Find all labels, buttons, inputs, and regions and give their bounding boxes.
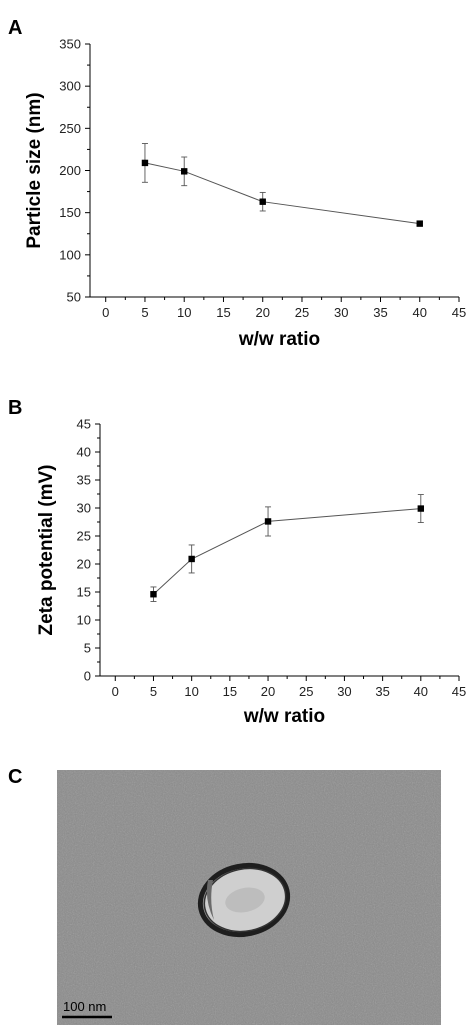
particle-rim [197,863,291,937]
data-point [150,591,157,598]
x-tick-label: 10 [177,305,191,320]
y-tick-label: 0 [84,669,91,684]
y-tick-label: 30 [77,501,91,516]
data-point [141,159,149,167]
series-line [144,162,420,225]
x-tick-label: 25 [295,305,309,320]
x-tick-label: 15 [216,305,230,320]
x-tick-label: 45 [452,305,466,320]
y-tick-label: 5 [84,641,91,656]
y-tick-label: 35 [77,473,91,488]
y-tick-label: 350 [59,37,81,52]
y-tick-label: 40 [77,445,91,460]
tem-micrograph-panel: C 100 nm [8,766,441,1025]
x-tick-label: 5 [150,684,157,699]
y-tick-label: 200 [59,163,81,178]
panel-label-b: B [8,397,22,419]
y-tick-label: 50 [67,290,81,305]
y-tick-label: 10 [77,613,91,628]
x-tick-label: 20 [261,684,275,699]
data-point [416,220,423,227]
y-tick-label: 250 [59,121,81,136]
panel-label-a: A [8,17,22,39]
x-tick-label: 40 [413,305,427,320]
x-tick-label: 0 [112,684,119,699]
y-tick-label: 15 [77,585,91,600]
x-tick-label: 0 [102,305,109,320]
y-tick-label: 45 [77,417,91,432]
x-tick-label: 25 [299,684,313,699]
nanoparticle [203,867,287,933]
panel-label-c: C [8,766,22,788]
x-tick-label: 5 [141,305,148,320]
data-point [417,505,425,512]
y-tick-label: 100 [59,247,81,262]
y-tick-label: 20 [77,557,91,572]
particle-size-chart: A 0 5 10 15 20 25 30 35 40 45 50 100 150 200 250 300 350… [8,17,466,350]
data-point [264,518,272,525]
micrograph-image: 100 nm [57,770,441,1025]
particle-center-mark [225,887,265,913]
y-tick-label: 25 [77,529,91,544]
y-tick-label: 150 [59,205,81,220]
data-point [181,168,188,175]
x-axis-title: w/w ratio [243,706,325,727]
zeta-potential-chart: B 0 5 10 15 20 25 30 35 40 45 0 5 10 15 20 25 30 35 40 45 w/… [8,397,466,727]
x-tick-label: 35 [375,684,389,699]
x-tick-label: 15 [223,684,237,699]
y-axis-title: Particle size (nm) [24,92,45,248]
y-tick-label: 300 [59,79,81,94]
x-axis-title: w/w ratio [238,329,320,350]
x-tick-label: 30 [337,684,351,699]
x-tick-label: 10 [184,684,198,699]
particle-fold [206,880,214,920]
x-tick-label: 40 [414,684,428,699]
x-tick-label: 45 [452,684,466,699]
x-tick-label: 30 [334,305,348,320]
scale-bar-label: 100 nm [63,999,106,1014]
x-tick-label: 35 [373,305,387,320]
x-tick-label: 20 [255,305,269,320]
data-point [188,555,195,563]
y-axis-title: Zeta potential (mV) [36,464,57,635]
data-point [259,198,266,205]
series-line [153,508,421,595]
